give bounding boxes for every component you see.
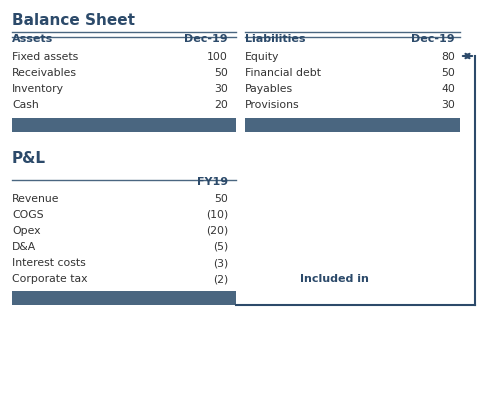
- Text: Opex: Opex: [12, 226, 40, 235]
- Text: 20: 20: [214, 100, 228, 110]
- Text: Cash: Cash: [12, 100, 39, 110]
- Text: 100: 100: [207, 52, 228, 62]
- Text: 40: 40: [441, 84, 455, 94]
- Text: Fixed assets: Fixed assets: [12, 52, 78, 62]
- Text: FY19: FY19: [197, 177, 228, 187]
- Text: Included in: Included in: [300, 273, 369, 283]
- Text: (20): (20): [206, 226, 228, 235]
- Text: P&L: P&L: [12, 151, 46, 166]
- Text: 10: 10: [213, 304, 228, 314]
- Text: Receivables: Receivables: [12, 68, 77, 78]
- Text: Liabilities: Liabilities: [245, 34, 305, 44]
- Text: (3): (3): [213, 257, 228, 267]
- Text: Provisions: Provisions: [245, 100, 300, 110]
- Text: 50: 50: [214, 68, 228, 78]
- Text: Payables: Payables: [245, 84, 293, 94]
- Text: (10): (10): [206, 209, 228, 220]
- Text: D&A: D&A: [12, 241, 36, 252]
- Text: Corporate tax: Corporate tax: [12, 273, 88, 283]
- Text: Inventory: Inventory: [12, 84, 64, 94]
- Text: (5): (5): [213, 241, 228, 252]
- Bar: [12, 119, 236, 133]
- Text: (2): (2): [213, 273, 228, 283]
- Text: 30: 30: [441, 100, 455, 110]
- Text: 80: 80: [441, 52, 455, 62]
- Text: Balance Sheet: Balance Sheet: [12, 13, 135, 28]
- Text: 200: 200: [432, 132, 455, 142]
- Text: Dec-19: Dec-19: [185, 34, 228, 44]
- Text: Equity: Equity: [245, 52, 280, 62]
- Text: COGS: COGS: [12, 209, 44, 220]
- Bar: [12, 291, 236, 305]
- Text: 30: 30: [214, 84, 228, 94]
- Text: Assets: Assets: [12, 34, 53, 44]
- Bar: [245, 119, 460, 133]
- Text: Interest costs: Interest costs: [12, 257, 86, 267]
- Text: Net result: Net result: [15, 304, 77, 314]
- Text: 200: 200: [205, 132, 228, 142]
- Text: 50: 50: [214, 194, 228, 203]
- Text: Dec-19: Dec-19: [412, 34, 455, 44]
- Text: Revenue: Revenue: [12, 194, 59, 203]
- Text: Financial debt: Financial debt: [245, 68, 321, 78]
- Text: 50: 50: [441, 68, 455, 78]
